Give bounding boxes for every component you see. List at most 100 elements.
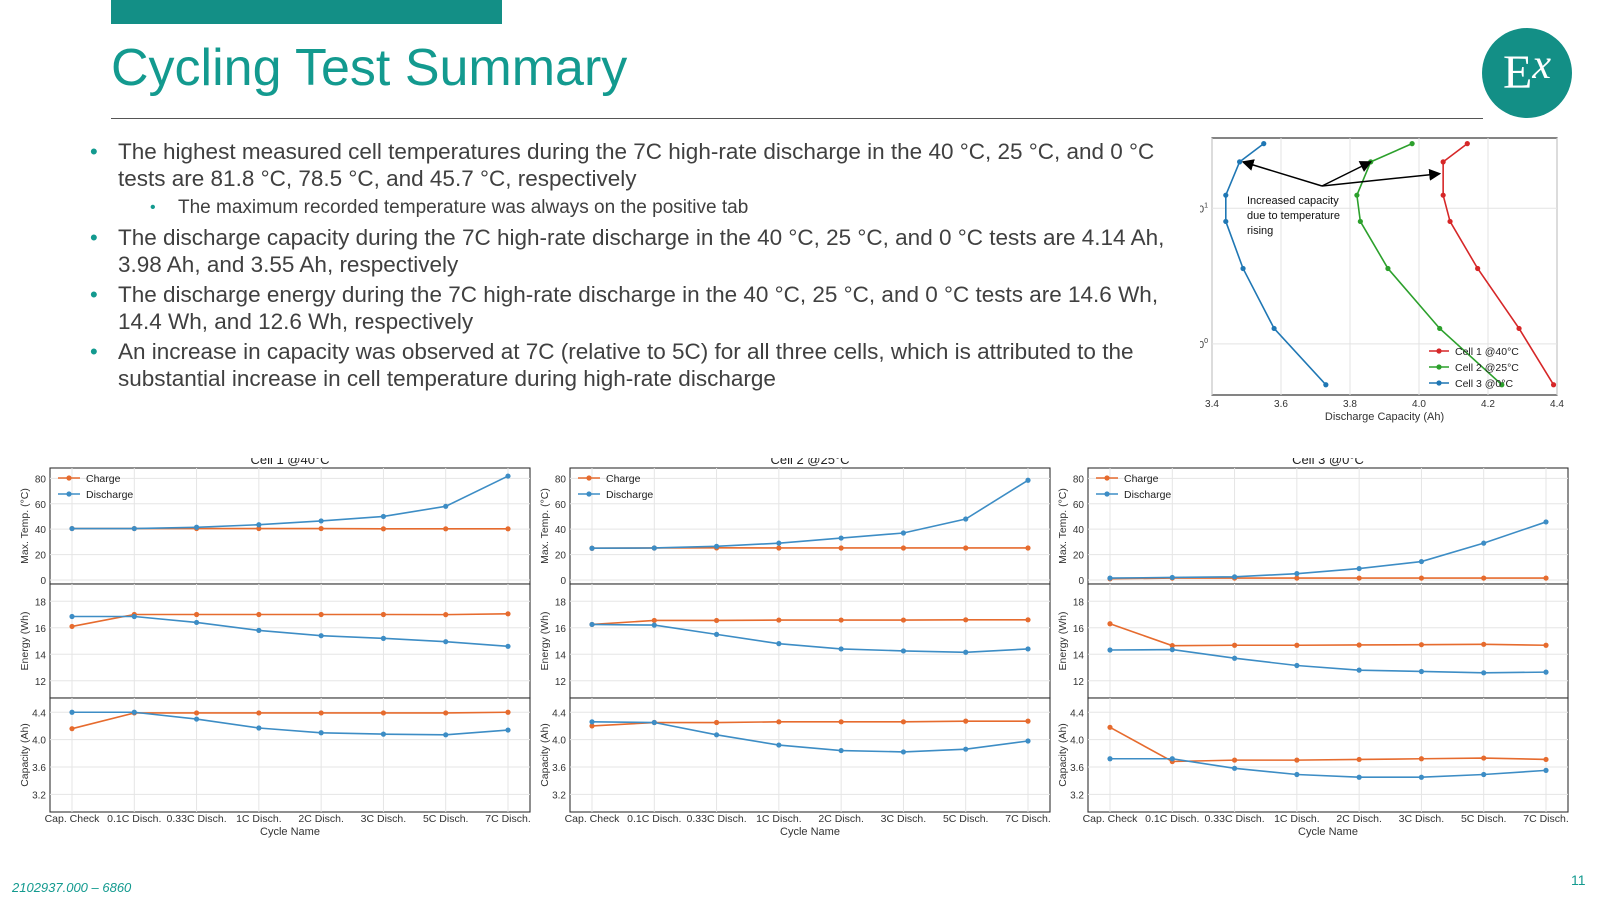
cell-chart-title: Cell 2 @25°C <box>770 458 849 467</box>
discharge-point <box>380 635 387 641</box>
y-axis-label: Capacity (Ah) <box>1057 723 1069 787</box>
charge-point <box>505 611 511 617</box>
charge-point <box>713 617 720 624</box>
bullet-capacity-increase: An increase in capacity was observed at … <box>90 338 1170 392</box>
charge-point <box>380 710 387 716</box>
discharge-point <box>443 503 449 509</box>
bullet-discharge-energy: The discharge energy during the 7C high-… <box>90 281 1170 335</box>
summary-bullet-list: The highest measured cell temperatures d… <box>90 138 1170 395</box>
legend-marker <box>586 475 592 481</box>
data-point <box>1240 265 1246 272</box>
charge-point <box>900 545 907 551</box>
y-tick-label: 14 <box>1073 650 1085 661</box>
legend-label: Discharge <box>86 489 133 501</box>
y-tick-label: 4.0 <box>32 736 46 747</box>
x-tick-label: Cap. Check <box>1083 813 1139 825</box>
charge-point <box>838 617 844 623</box>
discharge-point <box>318 730 324 736</box>
charge-point <box>1294 575 1300 581</box>
discharge-point <box>380 513 387 520</box>
data-point <box>1354 192 1360 198</box>
charge-point <box>443 612 449 618</box>
discharge-point <box>1543 519 1549 525</box>
charge-point <box>1025 545 1031 551</box>
discharge-line <box>1110 757 1547 779</box>
data-point <box>1440 159 1446 165</box>
discharge-point <box>776 742 782 748</box>
y-axis-label: Max. Temp. (°C) <box>19 488 31 564</box>
panel-frame <box>569 467 1051 585</box>
discharge-line <box>1109 648 1547 674</box>
x-tick-label: 2C Disch. <box>298 813 344 825</box>
charge-point <box>256 611 262 618</box>
data-point <box>1550 382 1557 388</box>
x-axis-label: Cycle Name <box>780 826 840 838</box>
discharge-point <box>256 627 262 633</box>
discharge-line <box>591 721 1029 753</box>
y-tick-exponent: 0 <box>1204 338 1208 345</box>
charge-line <box>1109 726 1547 763</box>
discharge-point <box>256 522 262 528</box>
y-tick-label: 100 <box>1200 338 1208 351</box>
y-tick-label: 101 <box>1200 202 1208 215</box>
charge-point <box>318 710 324 716</box>
discharge-point <box>1231 574 1238 580</box>
y-tick-label: 80 <box>1073 474 1085 485</box>
x-tick-label: 3C Disch. <box>1399 813 1445 825</box>
discharge-point <box>838 535 844 541</box>
y-tick-label: 14 <box>35 650 47 661</box>
discharge-line <box>591 479 1029 550</box>
data-point <box>1499 382 1505 388</box>
charge-point <box>256 710 262 716</box>
discharge-line <box>72 711 509 736</box>
charge-point <box>1025 617 1031 623</box>
y-tick-label: 60 <box>1073 500 1085 511</box>
discharge-line <box>72 475 509 530</box>
annotation-text: Increased capacity <box>1247 195 1339 207</box>
discharge-point <box>1169 647 1175 653</box>
x-tick-label: 0.33C Disch. <box>1205 813 1265 825</box>
company-logo: Ex <box>1482 28 1572 118</box>
page-title: Cycling Test Summary <box>111 39 628 97</box>
x-tick-label: 0.1C Disch. <box>107 813 161 825</box>
discharge-point <box>505 643 511 649</box>
charge-point <box>1543 642 1549 648</box>
discharge-point <box>1543 767 1549 773</box>
discharge-point <box>963 649 969 655</box>
y-tick-label: 3.2 <box>552 790 566 801</box>
discharge-point <box>838 646 844 652</box>
discharge-point <box>713 543 720 549</box>
y-tick-label: 16 <box>35 624 47 635</box>
y-tick-label: 40 <box>35 525 47 536</box>
discharge-point <box>589 621 595 628</box>
charge-point <box>256 525 262 532</box>
charge-point <box>776 617 782 623</box>
y-tick-label: 60 <box>35 500 47 511</box>
panel-frame <box>569 583 1051 699</box>
discharge-point <box>963 746 969 752</box>
y-tick-label: 18 <box>555 597 567 608</box>
discharge-point <box>900 530 907 536</box>
discharge-point <box>589 719 595 725</box>
discharge-point <box>1231 655 1238 661</box>
discharge-point <box>1294 662 1300 669</box>
charge-point <box>963 545 969 551</box>
y-tick-label: 16 <box>555 624 567 635</box>
discharge-point <box>1294 771 1300 778</box>
x-axis-label: Cycle Name <box>260 826 320 838</box>
y-tick-label: 3.6 <box>1070 763 1084 774</box>
data-point <box>1440 192 1446 198</box>
x-tick-label: 0.1C Disch. <box>627 813 681 825</box>
charge-point <box>1481 641 1487 647</box>
logo-superscript: x <box>1532 42 1551 88</box>
charge-point <box>1107 724 1113 730</box>
discharge-line <box>1109 521 1547 579</box>
charge-point <box>838 545 844 551</box>
charge-point <box>1294 642 1300 648</box>
charge-point <box>963 617 969 623</box>
charge-point <box>1231 642 1238 648</box>
y-axis-label: Max. Temp. (°C) <box>1057 488 1069 564</box>
discharge-point <box>443 639 449 645</box>
discharge-point <box>1418 668 1425 675</box>
y-tick-label: 20 <box>35 551 47 562</box>
